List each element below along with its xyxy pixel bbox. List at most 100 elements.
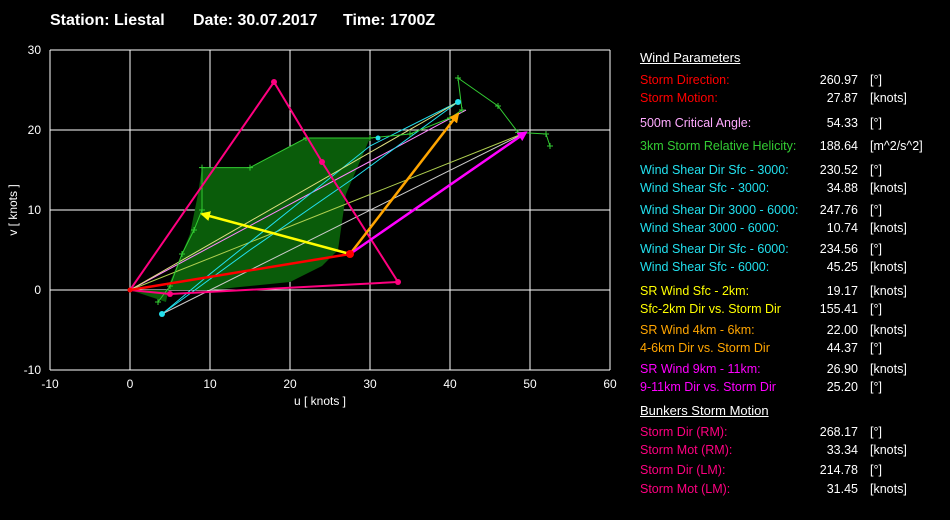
wind-row: Wind Shear Sfc - 3000: 34.88 [knots]: [640, 181, 950, 199]
param-label: Storm Motion:: [640, 91, 718, 105]
axes: -10 0 10 20 30 40 50 60 30 20 10 0 -10 u [ knots ] v […: [6, 43, 617, 408]
bunkers-row: Storm Dir (RM): 268.17 [°]: [640, 425, 950, 443]
param-label: Wind Shear Dir Sfc - 6000:: [640, 242, 789, 256]
param-unit: [°]: [870, 463, 882, 477]
bunkers-row: Storm Mot (RM): 33.34 [knots]: [640, 443, 950, 461]
param-label: Storm Dir (LM):: [640, 463, 726, 477]
hodograph-point: [155, 299, 161, 305]
bunkers-point: [395, 279, 401, 285]
hodograph-point: [191, 227, 197, 233]
param-label: Storm Dir (RM):: [640, 425, 728, 439]
param-label: SR Wind 4km - 6km:: [640, 323, 755, 337]
x-axis-label: u [ knots ]: [294, 394, 346, 408]
bunkers-rm-point: [271, 79, 277, 85]
wind-row: 4-6km Dir vs. Storm Dir 44.37 [°]: [640, 341, 950, 359]
shear-point: [375, 135, 381, 141]
wind-parameters-title: Wind Parameters: [640, 50, 741, 65]
param-value: 155.41: [819, 302, 858, 316]
bunkers-point: [167, 291, 173, 297]
sr-wind-9-11km-arrow: [349, 131, 528, 256]
param-unit: [knots]: [870, 181, 907, 195]
wind-row: Wind Shear Dir 3000 - 6000: 247.76 [°]: [640, 203, 950, 221]
bunkers-row: Storm Mot (LM): 31.45 [knots]: [640, 482, 950, 500]
param-unit: [knots]: [870, 362, 907, 376]
bunkers-title: Bunkers Storm Motion: [640, 403, 769, 418]
hodograph-point: [455, 75, 461, 81]
param-label: SR Wind 9km - 11km:: [640, 362, 761, 376]
param-unit: [°]: [870, 116, 882, 130]
storm-motion-vector: [129, 252, 351, 292]
hodograph-point: [407, 131, 413, 137]
x-tick-label: 20: [283, 377, 297, 391]
param-unit: [knots]: [870, 260, 907, 274]
hodograph-point: [495, 103, 501, 109]
param-value: 45.25: [826, 260, 858, 274]
param-label: SR Wind Sfc - 2km:: [640, 284, 750, 298]
param-value: 34.88: [826, 181, 858, 195]
param-unit: [knots]: [870, 221, 907, 235]
origin-point: [127, 287, 133, 293]
sr-wind-4-6km-arrow: [349, 112, 460, 255]
wind-row: Wind Shear 3000 - 6000: 10.74 [knots]: [640, 221, 950, 239]
param-unit: [knots]: [870, 323, 907, 337]
param-value: 247.76: [819, 203, 858, 217]
x-tick-label: 40: [443, 377, 457, 391]
wind-row: Wind Shear Dir Sfc - 3000: 230.52 [°]: [640, 163, 950, 181]
param-value: 188.64: [819, 139, 858, 153]
x-tick-label: 0: [127, 377, 134, 391]
param-value: 268.17: [819, 425, 858, 439]
wind-row: Wind Shear Sfc - 6000: 45.25 [knots]: [640, 260, 950, 278]
x-tick-label: 60: [603, 377, 617, 391]
param-unit: [°]: [870, 302, 882, 316]
hodograph-point: [179, 251, 185, 257]
mean-wind-line: [129, 131, 527, 291]
param-value: 230.52: [819, 163, 858, 177]
param-value: 27.87: [826, 91, 858, 105]
param-value: 31.45: [826, 482, 858, 496]
bunkers-row: Storm Dir (LM): 214.78 [°]: [640, 463, 950, 481]
param-label: Storm Mot (RM):: [640, 443, 733, 457]
param-unit: [°]: [870, 203, 882, 217]
param-value: 25.20: [826, 380, 858, 394]
hodograph-point: [547, 143, 553, 149]
param-unit: [m^2/s^2]: [870, 139, 923, 153]
y-axis-label: v [ knots ]: [6, 184, 20, 235]
param-unit: [°]: [870, 242, 882, 256]
wind-row: Storm Motion: 27.87 [knots]: [640, 91, 950, 109]
y-tick-label: 0: [34, 283, 41, 297]
cyan-line-1: [161, 101, 459, 315]
param-unit: [°]: [870, 425, 882, 439]
param-value: 33.34: [826, 443, 858, 457]
param-label: 9-11km Dir vs. Storm Dir: [640, 380, 776, 394]
wind-row: SR Wind 9km - 11km: 26.90 [knots]: [640, 362, 950, 380]
param-unit: [knots]: [870, 443, 907, 457]
wind-row: 3km Storm Relative Helicity: 188.64 [m^2/s…: [640, 139, 950, 157]
param-unit: [°]: [870, 380, 882, 394]
param-unit: [°]: [870, 163, 882, 177]
param-value: 214.78: [819, 463, 858, 477]
param-value: 260.97: [819, 73, 858, 87]
param-unit: [knots]: [870, 284, 907, 298]
hodograph-point: [459, 107, 465, 113]
wind-row: SR Wind 4km - 6km: 22.00 [knots]: [640, 323, 950, 341]
wind-row: 9-11km Dir vs. Storm Dir 25.20 [°]: [640, 380, 950, 398]
surface-point: [159, 311, 165, 317]
violet-line: [129, 109, 467, 291]
param-label: Storm Mot (LM):: [640, 482, 731, 496]
hodograph-point: [367, 135, 373, 141]
hodograph-point: [199, 164, 205, 171]
storm-motion-point: [346, 250, 354, 258]
param-value: 22.00: [826, 323, 858, 337]
wind-row: Storm Direction: 260.97 [°]: [640, 73, 950, 91]
param-value: 10.74: [826, 221, 858, 235]
wind-row: Wind Shear Dir Sfc - 6000: 234.56 [°]: [640, 242, 950, 260]
y-tick-label: 30: [28, 43, 42, 57]
wind-row: SR Wind Sfc - 2km: 19.17 [knots]: [640, 284, 950, 302]
hodograph-point: [543, 131, 549, 137]
param-value: 234.56: [819, 242, 858, 256]
param-value: 54.33: [826, 116, 858, 130]
shear-point: [455, 99, 461, 105]
param-label: Wind Shear Sfc - 3000:: [640, 181, 770, 195]
shear-line: [129, 101, 459, 291]
param-value: 44.37: [826, 341, 858, 355]
